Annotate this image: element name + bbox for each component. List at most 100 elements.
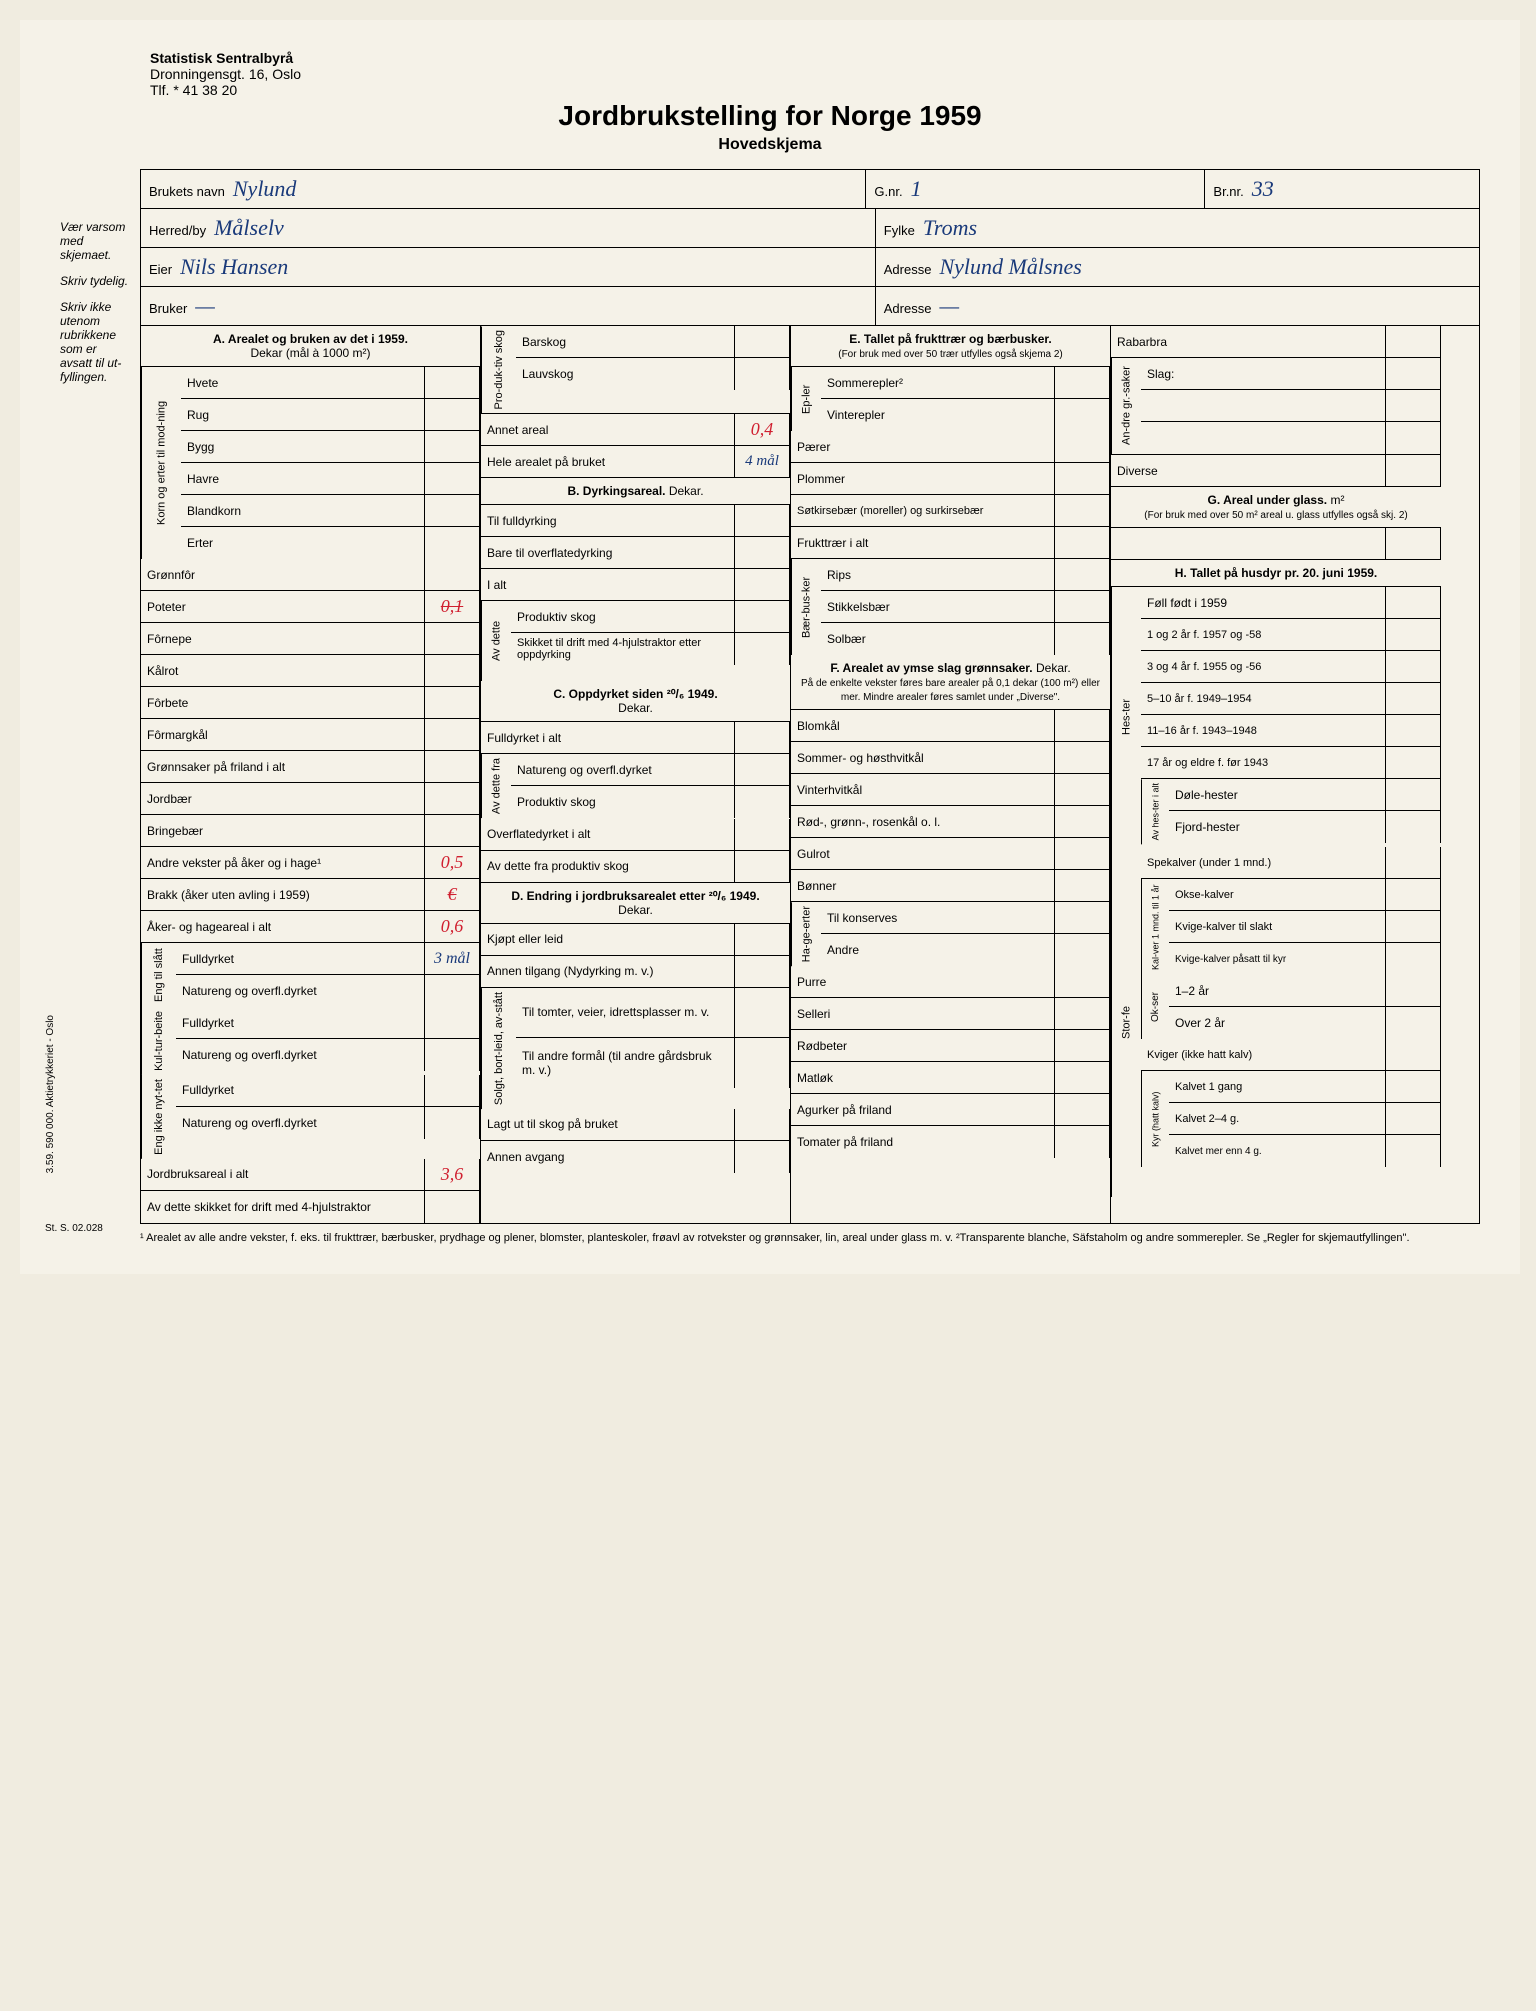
row-matlok: Matløk <box>791 1062 1055 1093</box>
row-d3: Til tomter, veier, idrettsplasser m. v. <box>516 988 735 1037</box>
row-selleri: Selleri <box>791 998 1055 1029</box>
row-c2: Natureng og overfl.dyrket <box>511 754 735 785</box>
row-akerhage: Åker- og hageareal i alt <box>141 911 425 942</box>
row-gronnsaker: Grønnsaker på friland i alt <box>141 751 425 782</box>
row-kvigekalver: Kvige-kalver til slakt <box>1169 911 1386 942</box>
row-kirsebaer: Søtkirsebær (moreller) og surkirsebær <box>791 495 1055 526</box>
korn-label: Korn og erter til mod-ning <box>141 367 181 559</box>
sec-b-head: B. Dyrkingsareal. Dekar. <box>481 478 790 505</box>
row-bringebaer: Bringebær <box>141 815 425 846</box>
footnote: ¹ Arealet av alle andre vekster, f. eks.… <box>140 1232 1480 1244</box>
row-blomkal: Blomkål <box>791 710 1055 741</box>
val-herred: Målselv <box>214 215 284 241</box>
row-c5: Av dette fra produktiv skog <box>481 851 735 882</box>
row-k2: Kalvet 2–4 g. <box>1169 1103 1386 1134</box>
letterhead: Statistisk Sentralbyrå Dronningensgt. 16… <box>150 50 301 98</box>
page-subtitle: Hovedskjema <box>60 136 1480 154</box>
st-code: St. S. 02.028 <box>45 1223 103 1234</box>
label-adresse2: Adresse <box>884 301 932 316</box>
row-fjord: Fjord-hester <box>1169 811 1386 843</box>
val-adresse1: Nylund Målsnes <box>939 254 1081 280</box>
sec-g-head: G. Areal under glass. m²(For bruk med ov… <box>1111 487 1441 528</box>
epler-label: Ep-ler <box>791 367 821 431</box>
row-agurker: Agurker på friland <box>791 1094 1055 1125</box>
org-addr: Dronningensgt. 16, Oslo <box>150 66 301 82</box>
val-eier: Nils Hansen <box>180 254 288 280</box>
note-2: Skriv tydelig. <box>60 274 130 288</box>
row-overflate: Bare til overflatedyrking <box>481 537 735 568</box>
row-d4: Til andre formål (til andre gårdsbruk m.… <box>516 1038 735 1088</box>
row-poteter: Poteter <box>141 591 425 622</box>
storfe-label: Stor-fe <box>1111 847 1141 1197</box>
val-fylke: Troms <box>923 215 977 241</box>
row-fulldyrking: Til fulldyrking <box>481 505 735 536</box>
row-o1: 1–2 år <box>1169 975 1386 1006</box>
row-c4: Overflatedyrket i alt <box>481 819 735 850</box>
row-gronnfor: Grønnfôr <box>141 559 425 590</box>
row-o2: Over 2 år <box>1169 1007 1386 1039</box>
row-lauvskog: Lauvskog <box>516 358 735 390</box>
row-barskog: Barskog <box>516 326 735 357</box>
solgt-label: Solgt, bort-leid, av-stått <box>481 988 516 1109</box>
row-k1: Kalvet 1 gang <box>1169 1071 1386 1102</box>
row-gulrot: Gulrot <box>791 838 1055 869</box>
org-name: Statistisk Sentralbyrå <box>150 50 301 66</box>
val-adresse2: — <box>939 293 959 319</box>
page-title: Jordbrukstelling for Norge 1959 <box>60 100 1480 132</box>
row-h4: 11–16 år f. 1943–1948 <box>1141 715 1386 746</box>
label-brnr: Br.nr. <box>1213 184 1243 199</box>
row-rug: Rug <box>181 399 425 430</box>
okser-label: Ok-ser <box>1141 975 1169 1039</box>
row-slag: Slag: <box>1141 358 1386 389</box>
val-brnr: 33 <box>1252 176 1274 202</box>
row-paerer: Pærer <box>791 431 1055 462</box>
avhester-label: Av hes-ter i alt <box>1141 779 1169 844</box>
sec-a-head: A. Arealet og bruken av det i 1959.Dekar… <box>141 326 480 367</box>
row-formargkal: Fôrmargkål <box>141 719 425 750</box>
label-adresse1: Adresse <box>884 262 932 277</box>
row-h3: 5–10 år f. 1949–1954 <box>1141 683 1386 714</box>
val-brukets-navn: Nylund <box>233 176 297 202</box>
row-c1: Fulldyrket i alt <box>481 722 735 753</box>
val-annet: 0,4 <box>751 419 774 440</box>
row-dole: Døle-hester <box>1169 779 1386 810</box>
row-d6: Annen avgang <box>481 1141 735 1173</box>
row-fulldyrket2: Fulldyrket <box>176 1007 425 1038</box>
kulturbeite-label: Kul-tur-beite <box>141 1007 176 1075</box>
row-sommerhvitkal: Sommer- og høsthvitkål <box>791 742 1055 773</box>
sec-d-head: D. Endring i jordbruksarealet etter ²⁰/₆… <box>481 883 790 924</box>
row-erter: Erter <box>181 527 425 559</box>
val-andrevekster: 0,5 <box>441 852 464 873</box>
val-fulldyrket: 3 mål <box>434 950 470 968</box>
row-fornepe: Fôrnepe <box>141 623 425 654</box>
eng-slatt-label: Eng til slått <box>141 943 176 1007</box>
val-akerhage: 0,6 <box>441 916 464 937</box>
row-rodkal: Rød-, grønn-, rosenkål o. l. <box>791 806 1055 837</box>
row-skikket: Skikket til drift med 4-hjulstraktor ett… <box>511 633 735 665</box>
row-heleareal: Hele arealet på bruket <box>481 446 735 477</box>
hageerter-label: Ha-ge-erter <box>791 902 821 966</box>
row-jordbruksareal: Jordbruksareal i alt <box>141 1159 425 1190</box>
row-d5: Lagt ut til skog på bruket <box>481 1109 735 1140</box>
sec-f-head: F. Arealet av ymse slag grønnsaker. Deka… <box>791 655 1110 710</box>
row-c3: Produktiv skog <box>511 786 735 818</box>
row-foll: Føll født i 1959 <box>1141 587 1386 618</box>
avdette-label: Av dette <box>481 601 511 681</box>
val-poteter: 0,1 <box>441 596 464 617</box>
row-frukttraer: Frukttrær i alt <box>791 527 1055 558</box>
row-diverse: Diverse <box>1111 455 1386 486</box>
row-andre: Andre <box>821 934 1055 966</box>
hester-label: Hes-ter <box>1111 587 1141 847</box>
row-oksekalver: Okse-kalver <box>1169 879 1386 910</box>
side-notes: Vær varsom med skjemaet. Skriv tydelig. … <box>60 220 130 396</box>
row-vinterhvitkal: Vinterhvitkål <box>791 774 1055 805</box>
row-spekalver: Spekalver (under 1 mnd.) <box>1141 847 1386 878</box>
row-rodbeter: Rødbeter <box>791 1030 1055 1061</box>
val-jordbruksareal: 3,6 <box>441 1164 464 1185</box>
row-konserves: Til konserves <box>821 902 1055 933</box>
note-1: Vær varsom med skjemaet. <box>60 220 130 262</box>
label-fylke: Fylke <box>884 223 915 238</box>
form-main: Brukets navnNylund G.nr.1 Br.nr.33 Herre… <box>140 169 1480 1224</box>
sec-c-head: C. Oppdyrket siden ²⁰/₆ 1949.Dekar. <box>481 681 790 722</box>
label-gnr: G.nr. <box>874 184 902 199</box>
